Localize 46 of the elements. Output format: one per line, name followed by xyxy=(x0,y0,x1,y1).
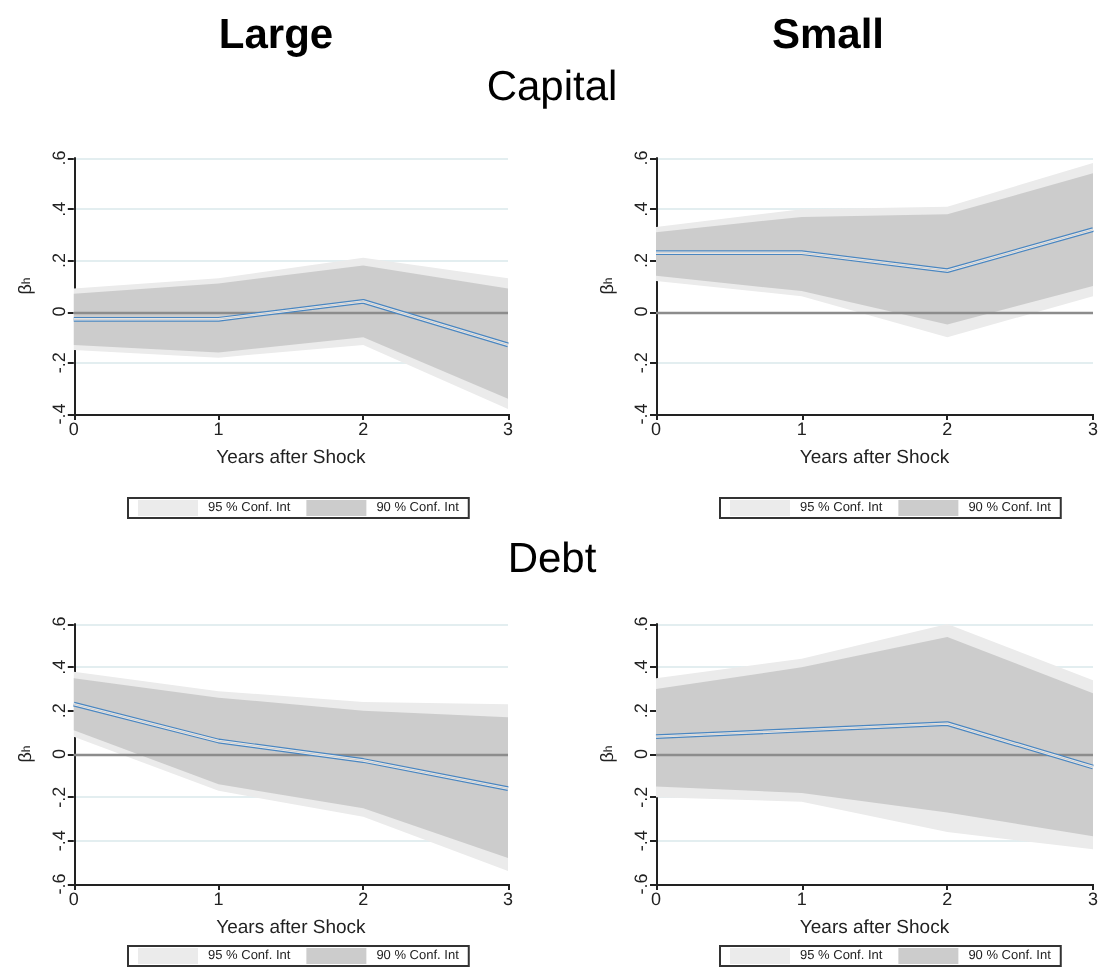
x-axis-title: Years after Shock xyxy=(216,446,367,469)
y-tick-label: .2 xyxy=(631,252,651,268)
y-tick-label: 0 xyxy=(631,306,651,317)
y-tick-label: -.4 xyxy=(48,403,69,425)
x-tick-label: 1 xyxy=(213,419,224,439)
x-axis-title: Years after Shock xyxy=(799,916,950,939)
x-axis-title: Years after Shock xyxy=(799,446,950,469)
y-tick-label: .6 xyxy=(48,616,69,632)
y-tick-label: -.4 xyxy=(631,830,651,852)
x-tick-label: 3 xyxy=(502,889,514,909)
y-tick-label: .2 xyxy=(48,703,69,719)
y-tick-label: -.6 xyxy=(48,873,69,895)
y-tick-label: .4 xyxy=(48,201,69,217)
x-tick-label: 3 xyxy=(1087,889,1099,909)
y-tick-label: .6 xyxy=(631,616,651,632)
y-tick-label: -.2 xyxy=(631,786,651,808)
y-tick-label: -.6 xyxy=(631,873,651,895)
y-tick-label: 0 xyxy=(48,748,69,760)
y-tick-label: .6 xyxy=(631,150,651,166)
x-tick-label: 2 xyxy=(942,889,953,909)
y-tick-label: .4 xyxy=(631,659,651,675)
x-tick-label: 1 xyxy=(796,419,807,439)
x-tick-label: 2 xyxy=(358,889,369,909)
x-tick-label: 2 xyxy=(942,419,953,439)
x-tick-label: 1 xyxy=(796,889,807,909)
y-tick-label: -.2 xyxy=(48,352,69,374)
x-tick-label: 3 xyxy=(1087,419,1099,439)
x-tick-label: 1 xyxy=(213,889,224,909)
x-tick-label: 3 xyxy=(502,419,514,439)
y-tick-label: .6 xyxy=(48,150,69,166)
y-tick-label: 0 xyxy=(631,748,651,760)
y-tick-label: -.4 xyxy=(48,830,69,852)
x-tick-label: 2 xyxy=(358,419,369,439)
y-tick-label: -.2 xyxy=(631,352,651,374)
y-tick-label: 0 xyxy=(48,306,69,317)
y-tick-label: .4 xyxy=(631,201,651,217)
chart-title: Small xyxy=(769,12,887,60)
y-tick-label: .4 xyxy=(48,659,69,675)
y-tick-label: .2 xyxy=(631,703,651,719)
y-tick-label: -.4 xyxy=(631,403,651,425)
chart-title: Large xyxy=(216,12,336,60)
chart-subtitle: Capital xyxy=(484,64,620,112)
y-tick-label: .2 xyxy=(48,252,69,268)
y-tick-label: -.2 xyxy=(48,786,69,808)
chart-subtitle: Debt xyxy=(505,536,599,584)
x-axis-title: Years after Shock xyxy=(216,916,367,939)
